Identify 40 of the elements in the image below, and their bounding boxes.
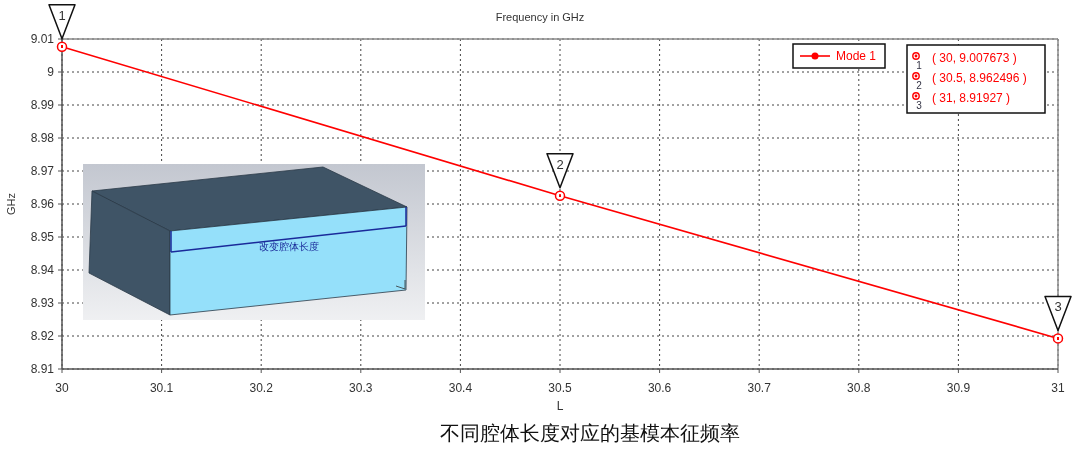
y-tick-label: 8.92 xyxy=(30,329,55,343)
y-tick-label: 9.01 xyxy=(30,32,55,46)
annotation: 1 xyxy=(58,7,66,23)
y-tick-label: 8.94 xyxy=(30,263,55,277)
text: 不同腔体长度对应的基模本征频率 xyxy=(440,422,740,444)
point xyxy=(1052,333,1064,344)
x-tick-label: 30.9 xyxy=(946,381,971,395)
chart-title: Frequency in GHz xyxy=(495,11,585,23)
annotation: 2 xyxy=(556,156,564,172)
point xyxy=(56,41,68,52)
y-tick-label: 8.93 xyxy=(30,296,55,310)
legend-label: Mode 1 xyxy=(836,49,877,63)
text: 3 xyxy=(916,100,922,111)
text: 1 xyxy=(916,60,922,71)
x-tick-label: 30.4 xyxy=(448,381,473,395)
x-tick-label: 30.6 xyxy=(647,381,672,395)
annotation: 3 xyxy=(1054,299,1062,315)
y-tick-label: 8.96 xyxy=(30,197,55,211)
point xyxy=(554,190,566,202)
x-tick-label: 30.5 xyxy=(548,381,572,395)
x-tick-label: 31 xyxy=(1051,381,1065,395)
x-tick-label: 30.7 xyxy=(747,381,772,395)
x-tick-label: 30 xyxy=(55,381,69,395)
annotation: ( 30, 9.007673 ) xyxy=(932,51,1017,65)
annotation: ( 31, 8.91927 ) xyxy=(932,91,1011,105)
y-tick-label: 8.91 xyxy=(30,362,55,376)
text: 2 xyxy=(916,80,922,91)
x-tick-label: 30.2 xyxy=(249,381,274,395)
x-tick-label: 30.8 xyxy=(847,381,871,395)
y-tick-label: 9 xyxy=(47,65,55,79)
annotation: ( 30.5, 8.962496 ) xyxy=(932,71,1027,85)
x-tick-label: 30.1 xyxy=(149,381,174,395)
y-tick-label: 8.97 xyxy=(30,164,55,178)
y-axis-title: GHz xyxy=(5,193,17,215)
annotation: 改变腔体长度 xyxy=(259,241,319,252)
x-axis-title: L xyxy=(556,399,564,413)
y-tick-label: 8.95 xyxy=(30,230,55,244)
y-tick-label: 8.98 xyxy=(30,131,55,145)
y-tick-label: 8.99 xyxy=(30,98,55,112)
x-tick-label: 30.3 xyxy=(349,381,373,395)
